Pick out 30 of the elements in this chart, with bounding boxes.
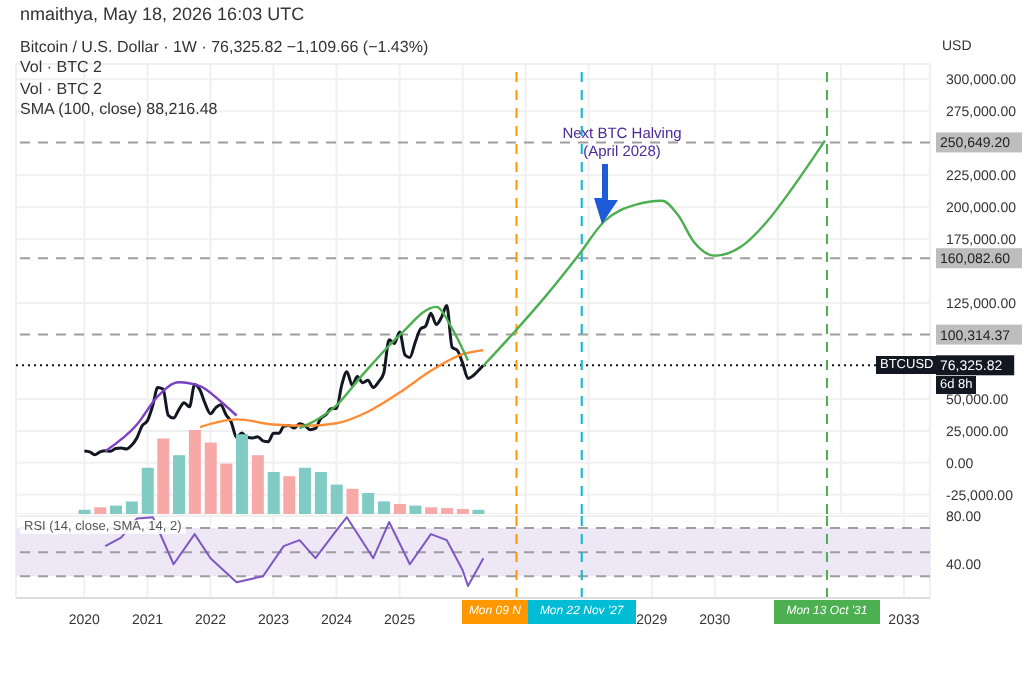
chart-title: Bitcoin / U.S. Dollar · 1W · 76,325.82 −1,109.66 (−1.43%) [20,37,429,58]
bar [378,501,391,514]
annotation: Vol · BTC 2 [20,79,104,100]
bar [330,484,343,514]
bar [235,434,248,514]
bar [456,508,469,514]
bar [125,501,138,514]
annotation: SMA (100, close) 88,216.48 [20,100,220,121]
line-series [298,305,470,430]
bar [283,476,296,514]
bar [425,507,438,514]
bar [409,505,422,514]
bar [441,508,453,514]
line-series [198,348,485,429]
bar [393,503,406,514]
bar [172,455,185,514]
bar [188,430,201,514]
bar [251,455,264,514]
bar [109,505,122,514]
bar [362,493,375,514]
bar [141,467,154,514]
annotation: Vol · BTC 2 [20,58,104,79]
bar [298,467,311,514]
bar [157,438,170,514]
text: nmaithya, May 18, 2026 16:03 UTC [20,4,307,25]
bar [267,472,280,514]
bar [346,488,359,514]
bar [94,507,107,514]
bar [314,472,327,514]
line-series [104,381,238,453]
